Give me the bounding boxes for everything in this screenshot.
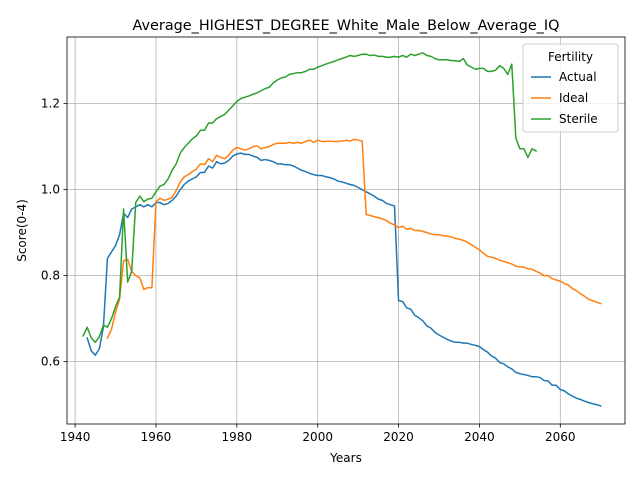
y-axis-label: Score(0-4) [15,199,29,262]
series-line-ideal [106,138,602,339]
x-tick-label: 1960 [141,430,172,444]
x-tick-label: 2060 [545,430,576,444]
series-lines [82,52,602,407]
x-tick-label: 2000 [302,430,333,444]
series-line-sterile [82,52,538,344]
x-tick-label: 1980 [222,430,253,444]
legend-label-sterile: Sterile [559,112,598,126]
legend-box [522,43,619,133]
y-tick-label: 1.2 [41,97,60,111]
y-tick-label: 1.0 [41,183,60,197]
y-tick-label: 0.8 [41,269,60,283]
x-axis-label: Years [329,451,362,465]
x-tick-label: 1940 [60,430,91,444]
chart-title: Average_HIGHEST_DEGREE_White_Male_Below_… [133,18,560,34]
legend-title: Fertility [548,50,593,64]
legend-label-ideal: Ideal [559,91,588,105]
x-tick-label: 2020 [383,430,414,444]
x-tick-label: 2040 [464,430,495,444]
legend-entries: Actual Ideal Sterile [531,70,598,126]
series-line-actual [86,152,602,407]
plot-frame [66,36,626,425]
y-tick-label: 0.6 [41,355,60,369]
legend: Fertility Actual Ideal Sterile [522,43,619,133]
legend-label-actual: Actual [559,70,597,84]
ticks: 1940 1960 1980 2000 2020 2040 2060 0.6 0.8 1.0 1.2 [41,97,576,444]
